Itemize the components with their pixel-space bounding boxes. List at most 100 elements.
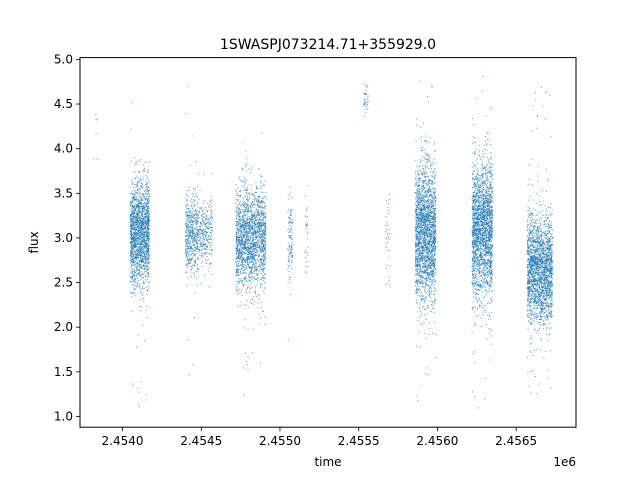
- data-point: [131, 245, 133, 247]
- data-point: [257, 203, 259, 205]
- data-point: [199, 241, 201, 243]
- data-point: [236, 237, 238, 239]
- data-point: [194, 237, 196, 239]
- data-point: [256, 266, 257, 268]
- data-point: [188, 214, 190, 216]
- data-point: [240, 252, 242, 254]
- data-point: [254, 265, 256, 267]
- data-point: [238, 261, 240, 263]
- data-point: [148, 250, 150, 252]
- data-point: [246, 259, 248, 261]
- data-point: [204, 253, 206, 255]
- data-point: [135, 233, 137, 235]
- data-point: [131, 272, 133, 274]
- data-point: [139, 224, 141, 226]
- data-point: [287, 248, 289, 250]
- data-point: [258, 211, 260, 213]
- data-point: [211, 226, 213, 228]
- data-point: [254, 255, 256, 257]
- data-point: [238, 176, 240, 178]
- data-point: [250, 227, 252, 229]
- data-point: [186, 219, 188, 221]
- data-point: [236, 193, 238, 195]
- data-point: [147, 216, 149, 218]
- data-point: [136, 256, 138, 258]
- data-point: [425, 192, 427, 194]
- data-point: [260, 236, 262, 238]
- data-point: [140, 223, 142, 225]
- data-point: [236, 270, 238, 272]
- data-point: [287, 339, 289, 341]
- data-point: [256, 278, 258, 280]
- data-point: [142, 249, 144, 251]
- data-point: [140, 249, 142, 251]
- data-point: [242, 223, 244, 225]
- data-point: [135, 204, 137, 206]
- data-point: [255, 235, 257, 237]
- data-point: [138, 201, 140, 203]
- data-point: [243, 197, 245, 199]
- data-point: [259, 249, 261, 251]
- data-point: [143, 238, 145, 240]
- data-point: [242, 272, 244, 274]
- data-point: [242, 141, 244, 143]
- data-point: [236, 227, 238, 229]
- data-point: [204, 234, 206, 236]
- data-point: [247, 263, 249, 265]
- data-point: [255, 226, 257, 228]
- data-point: [146, 243, 148, 245]
- data-point: [235, 203, 237, 205]
- data-point: [192, 253, 194, 255]
- data-point: [243, 285, 245, 287]
- data-point: [248, 225, 250, 227]
- data-point: [130, 225, 132, 227]
- data-point: [146, 248, 148, 250]
- data-point: [192, 237, 194, 239]
- data-point: [138, 160, 140, 162]
- data-point: [191, 268, 193, 270]
- data-point: [135, 194, 137, 196]
- data-point: [138, 219, 140, 221]
- data-point: [194, 249, 196, 251]
- data-point: [141, 182, 143, 184]
- data-point: [246, 187, 248, 189]
- data-point: [242, 222, 244, 224]
- data-point: [146, 265, 148, 267]
- data-point: [259, 215, 261, 217]
- data-point: [253, 241, 255, 243]
- data-point: [137, 268, 139, 270]
- data-point: [148, 245, 150, 246]
- data-point: [194, 239, 196, 241]
- data-point: [203, 220, 205, 222]
- data-point: [242, 265, 244, 267]
- data-point: [235, 263, 237, 265]
- data-point: [190, 232, 192, 234]
- data-point: [243, 227, 245, 229]
- data-point: [251, 268, 253, 270]
- data-point: [133, 280, 135, 282]
- data-point: [426, 246, 428, 248]
- data-point: [251, 256, 253, 258]
- data-point: [131, 263, 133, 265]
- data-point: [241, 233, 243, 235]
- data-point: [306, 185, 308, 187]
- data-point: [193, 273, 195, 275]
- data-point: [258, 217, 260, 219]
- data-point: [195, 240, 197, 242]
- data-point: [255, 278, 257, 280]
- data-point: [144, 226, 146, 228]
- data-point: [211, 219, 213, 221]
- data-point: [144, 228, 146, 230]
- data-point: [133, 220, 135, 222]
- data-point: [141, 205, 143, 207]
- data-point: [133, 203, 135, 205]
- data-point: [291, 238, 293, 240]
- data-point: [252, 203, 254, 205]
- data-point: [202, 203, 204, 205]
- data-point: [141, 198, 143, 200]
- data-point: [147, 219, 149, 221]
- data-point: [133, 204, 135, 206]
- data-point: [249, 216, 251, 218]
- data-point: [262, 260, 264, 262]
- data-point: [365, 85, 367, 87]
